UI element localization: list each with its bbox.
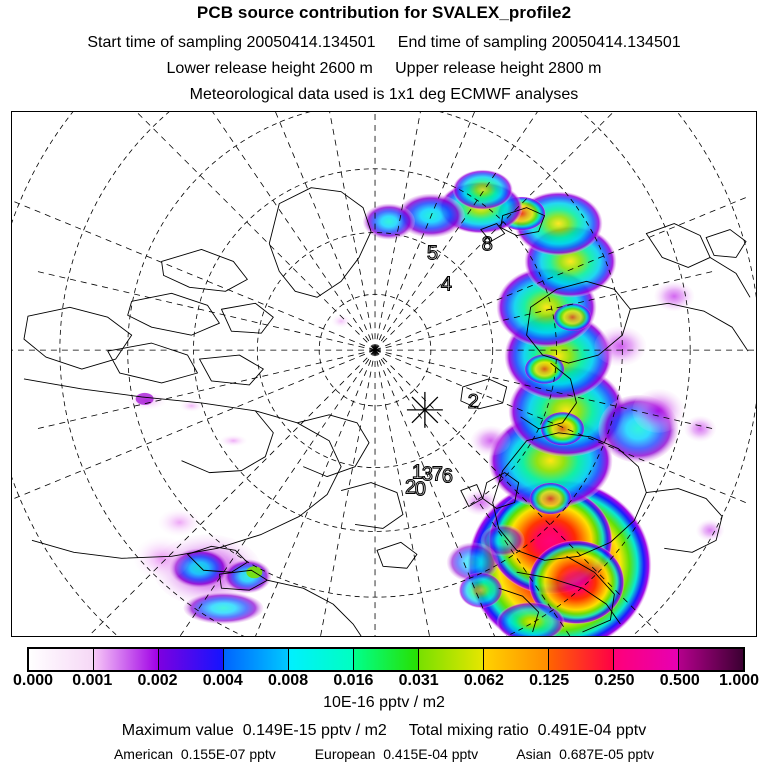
- trajectory-day-labels: 8 5 4 2 1 3 7 6 2 0: [404, 233, 493, 501]
- svg-text:2: 2: [405, 477, 416, 499]
- colorbar-segment-10: [679, 649, 743, 670]
- meteorological-data-line: Meteorological data used is 1x1 deg ECMW…: [189, 86, 579, 103]
- svg-text:5: 5: [427, 242, 438, 264]
- release-height-line: Lower release height 2600 m Upper releas…: [166, 60, 602, 77]
- map-panel: 8 5 4 2 1 3 7 6 2 0: [11, 111, 757, 637]
- svg-text:4: 4: [441, 273, 452, 295]
- svg-text:6: 6: [442, 466, 453, 488]
- page-title: PCB source contribution for SVALEX_profi…: [196, 3, 572, 22]
- colorbar-tick-5: 0.016: [333, 672, 374, 689]
- colorbar-segment-8: [549, 649, 614, 670]
- svg-text:7: 7: [432, 464, 443, 486]
- colorbar-segment-9: [614, 649, 679, 670]
- svg-text:3: 3: [422, 464, 433, 486]
- graticule: [12, 112, 756, 636]
- colorbar-unit-label: 10E-16 pptv / m2: [323, 694, 445, 711]
- colorbar-tick-0: 0.000: [12, 672, 54, 689]
- colorbar-tick-labels: 0.000 0.001 0.002 0.004 0.008 0.016 0.031 0.062…: [0, 672, 768, 692]
- colorbar-segment-4: [289, 649, 354, 670]
- svg-text:0: 0: [415, 479, 426, 501]
- sampling-time-line: Start time of sampling 20050414.134501 E…: [87, 34, 681, 51]
- colorbar-tick-9: 0.250: [594, 672, 635, 689]
- release-point-marker: [406, 391, 443, 428]
- colorbar-tick-7: 0.062: [463, 672, 504, 689]
- footer-source-line: American 0.155E-07 pptv European 0.415E-…: [113, 746, 655, 762]
- colorbar-segment-7: [484, 649, 549, 670]
- colorbar-tick-3: 0.004: [202, 672, 243, 689]
- colorbar-tick-11: 1.000: [718, 672, 760, 689]
- colorbar-segment-5: [354, 649, 419, 670]
- colorbar-tick-4: 0.008: [268, 672, 309, 689]
- coastlines: [23, 187, 751, 636]
- svg-text:2: 2: [468, 391, 479, 413]
- colorbar-segment-0: [29, 649, 94, 670]
- footer-summary-line: Maximum value 0.149E-15 pptv / m2 Total …: [121, 722, 647, 739]
- colorbar-tick-2: 0.002: [137, 672, 178, 689]
- colorbar-segment-1: [94, 649, 159, 670]
- svg-text:8: 8: [482, 233, 493, 255]
- colorbar: [27, 647, 745, 672]
- colorbar-tick-6: 0.031: [398, 672, 439, 689]
- colorbar-tick-10: 0.500: [659, 672, 700, 689]
- polar-map: 8 5 4 2 1 3 7 6 2 0: [12, 112, 756, 636]
- colorbar-tick-1: 0.001: [72, 672, 113, 689]
- colorbar-segment-2: [159, 649, 224, 670]
- colorbar-segment-6: [419, 649, 484, 670]
- colorbar-tick-8: 0.125: [529, 672, 570, 689]
- colorbar-segment-3: [224, 649, 289, 670]
- svg-text:1: 1: [412, 462, 423, 484]
